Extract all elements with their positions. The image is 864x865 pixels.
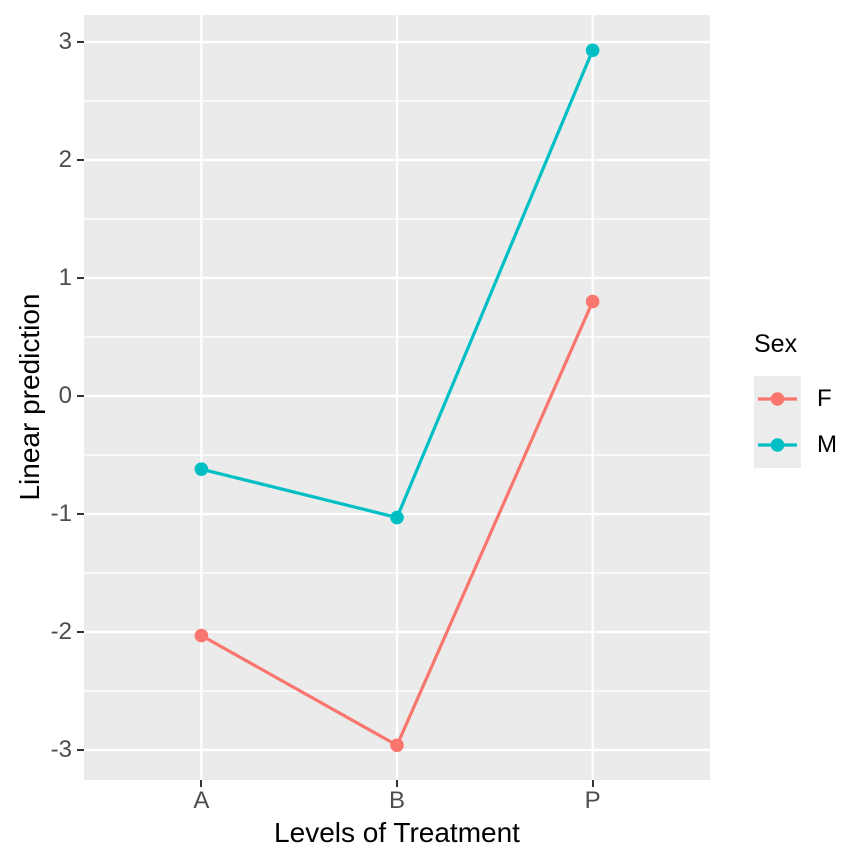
y-tick-label: -2 [50,618,72,645]
y-tick-label: 0 [58,382,72,409]
x-tick-mark [591,780,594,787]
y-tick-mark [77,631,84,633]
y-axis-title: Linear prediction [14,293,45,501]
legend-key-glyph [758,438,797,452]
y-tick-mark [77,159,84,161]
y-tick-mark [77,395,84,397]
data-point-M-B [390,510,404,525]
y-tick-label: -3 [50,736,72,763]
legend-title: Sex [754,330,798,358]
y-tick-mark [77,277,84,279]
plot-panel [84,15,710,780]
plot-canvas [84,15,710,780]
x-tick-label: B [388,787,405,814]
x-tick-mark [200,780,203,787]
x-tick-label: A [193,787,210,814]
legend-item-M: M [754,422,837,468]
legend-key-M [754,422,801,468]
data-point-F-A [194,628,209,643]
data-point-M-P [585,43,600,58]
data-point-F-P [585,294,600,309]
y-tick-label: 3 [58,28,72,55]
legend-key-glyph [758,392,797,406]
x-tick-mark [396,780,398,787]
y-tick-label: 2 [58,146,72,173]
data-point-M-A [194,462,209,476]
y-tick-label: -1 [50,500,72,527]
legend-key-F [754,376,801,422]
y-tick-mark [77,41,84,43]
legend-item-F: F [754,376,837,422]
legend-label-M: M [817,431,837,458]
legend-label-F: F [817,385,832,412]
x-axis-title: Levels of Treatment [274,817,520,848]
x-tick-label: P [584,787,601,814]
data-point-F-B [390,738,404,753]
y-tick-mark [77,749,84,751]
y-tick-mark [77,513,84,515]
y-tick-label: 1 [58,264,72,291]
